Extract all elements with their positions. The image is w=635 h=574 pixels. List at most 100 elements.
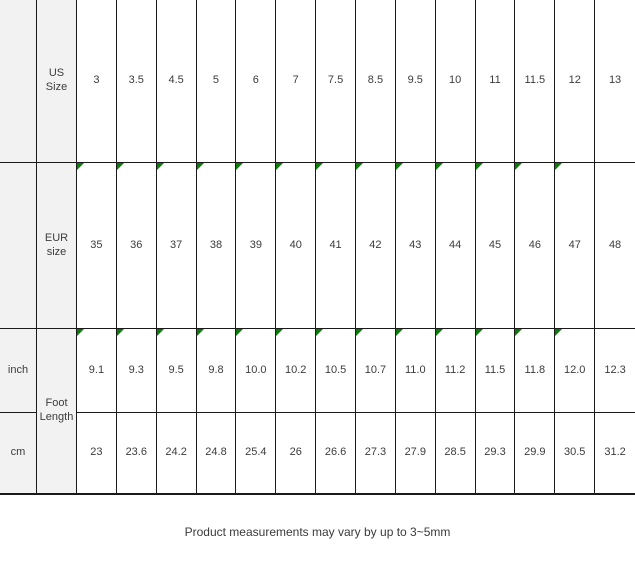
inch-cell: 11.5 (475, 329, 516, 413)
cell-value: 11.8 (524, 363, 546, 376)
inch-cell: 10.7 (356, 329, 396, 413)
inch-cell: 9.3 (116, 329, 157, 413)
comment-marker-icon (236, 163, 244, 170)
row-header-inch: inch (0, 329, 37, 413)
cell-value: 9.1 (88, 363, 105, 376)
inch-cell: 10.0 (236, 329, 277, 413)
comment-marker-icon (515, 163, 523, 170)
cell-value: 9.8 (208, 363, 224, 376)
eur-size-cell: 39 (236, 163, 277, 329)
inch-cell: 11.0 (395, 329, 436, 413)
cm-cell: 24.8 (196, 413, 237, 495)
eur-size-cell: 40 (276, 163, 317, 329)
cm-cell: 26.6 (316, 413, 356, 495)
comment-marker-icon (156, 329, 164, 336)
cm-cell: 23.6 (116, 413, 157, 495)
cell-value: 46 (528, 238, 541, 251)
us-size-cell: 5 (196, 0, 237, 163)
eur-size-cell: 46 (515, 163, 556, 329)
comment-marker-icon (475, 163, 483, 170)
cell-value: 45 (488, 238, 502, 251)
comment-marker-icon (435, 329, 443, 336)
eur-size-cell: 47 (555, 163, 596, 329)
corner-blank-cell (0, 0, 37, 163)
inch-cell: 12.3 (595, 329, 635, 413)
comment-marker-icon (475, 329, 483, 336)
eur-size-cell: 44 (435, 163, 476, 329)
cm-cell: 26 (276, 413, 317, 495)
cm-cell: 30.5 (555, 413, 596, 495)
comment-marker-icon (236, 329, 244, 336)
cell-value: 43 (409, 238, 422, 251)
comment-marker-icon (555, 163, 563, 170)
cell-value: 35 (90, 238, 103, 251)
comment-marker-icon (276, 329, 284, 336)
comment-marker-icon (356, 329, 363, 336)
us-size-cell: 9.5 (395, 0, 436, 163)
cm-cell: 29.3 (475, 413, 516, 495)
eur-size-cell: 37 (156, 163, 197, 329)
comment-marker-icon (196, 329, 204, 336)
inch-cell: 10.2 (276, 329, 317, 413)
cell-value: 40 (289, 238, 302, 251)
cell-value: 44 (449, 238, 462, 251)
cell-value: 11.0 (404, 363, 426, 376)
shoe-size-table: US Size 3 3.5 4.5 5 6 7 7.5 8.5 9.5 10 1… (0, 0, 635, 495)
eur-size-cell: 38 (196, 163, 237, 329)
blank-cell (0, 163, 37, 329)
inch-cell: 9.5 (156, 329, 197, 413)
us-size-cell: 11.5 (515, 0, 556, 163)
us-size-cell: 4.5 (156, 0, 197, 163)
cm-cell: 29.9 (515, 413, 556, 495)
row-header-us-size: US Size (37, 0, 77, 163)
cm-cell: 25.4 (236, 413, 277, 495)
cell-value: 10.7 (364, 363, 387, 376)
inch-cell: 9.1 (77, 329, 117, 413)
cell-value: 11.5 (484, 363, 506, 376)
comment-marker-icon (77, 163, 84, 170)
cell-value: 11.2 (444, 363, 466, 376)
comment-marker-icon (196, 163, 204, 170)
comment-marker-icon (515, 329, 523, 336)
row-header-foot-length: Foot Length (37, 329, 77, 495)
cm-cell: 27.9 (395, 413, 436, 495)
cell-value: 10.0 (245, 363, 267, 376)
inch-cell: 11.8 (515, 329, 556, 413)
us-size-cell: 8.5 (356, 0, 396, 163)
cell-value: 39 (249, 238, 262, 251)
cell-value: 42 (369, 238, 382, 251)
us-size-cell: 7 (276, 0, 317, 163)
eur-size-cell: 41 (316, 163, 356, 329)
row-header-cm: cm (0, 413, 37, 495)
cell-value: 9.3 (128, 363, 144, 376)
comment-marker-icon (156, 163, 164, 170)
cell-value: 10.5 (324, 363, 347, 376)
cell-value: 41 (329, 238, 342, 251)
comment-marker-icon (395, 163, 403, 170)
comment-marker-icon (555, 329, 563, 336)
us-size-cell: 12 (555, 0, 596, 163)
cell-value: 37 (170, 238, 183, 251)
comment-marker-icon (316, 329, 324, 336)
cm-cell: 28.5 (435, 413, 476, 495)
cm-cell: 31.2 (595, 413, 635, 495)
us-size-cell: 13 (595, 0, 635, 163)
inch-cell: 9.8 (196, 329, 237, 413)
us-size-cell: 7.5 (316, 0, 356, 163)
cm-cell: 27.3 (356, 413, 396, 495)
cell-value: 47 (568, 238, 581, 251)
eur-size-cell: 42 (356, 163, 396, 329)
cm-cell: 23 (77, 413, 117, 495)
eur-size-cell: 35 (77, 163, 117, 329)
row-header-eur-size: EUR size (37, 163, 77, 329)
cell-value: 9.5 (168, 363, 184, 376)
inch-cell: 12.0 (555, 329, 596, 413)
us-size-cell: 10 (435, 0, 476, 163)
cell-value: 10.2 (285, 363, 307, 376)
comment-marker-icon (77, 329, 84, 336)
us-size-cell: 11 (475, 0, 516, 163)
us-size-cell: 3 (77, 0, 117, 163)
inch-cell: 11.2 (435, 329, 476, 413)
eur-size-cell: 43 (395, 163, 436, 329)
cell-value: 36 (130, 238, 143, 251)
